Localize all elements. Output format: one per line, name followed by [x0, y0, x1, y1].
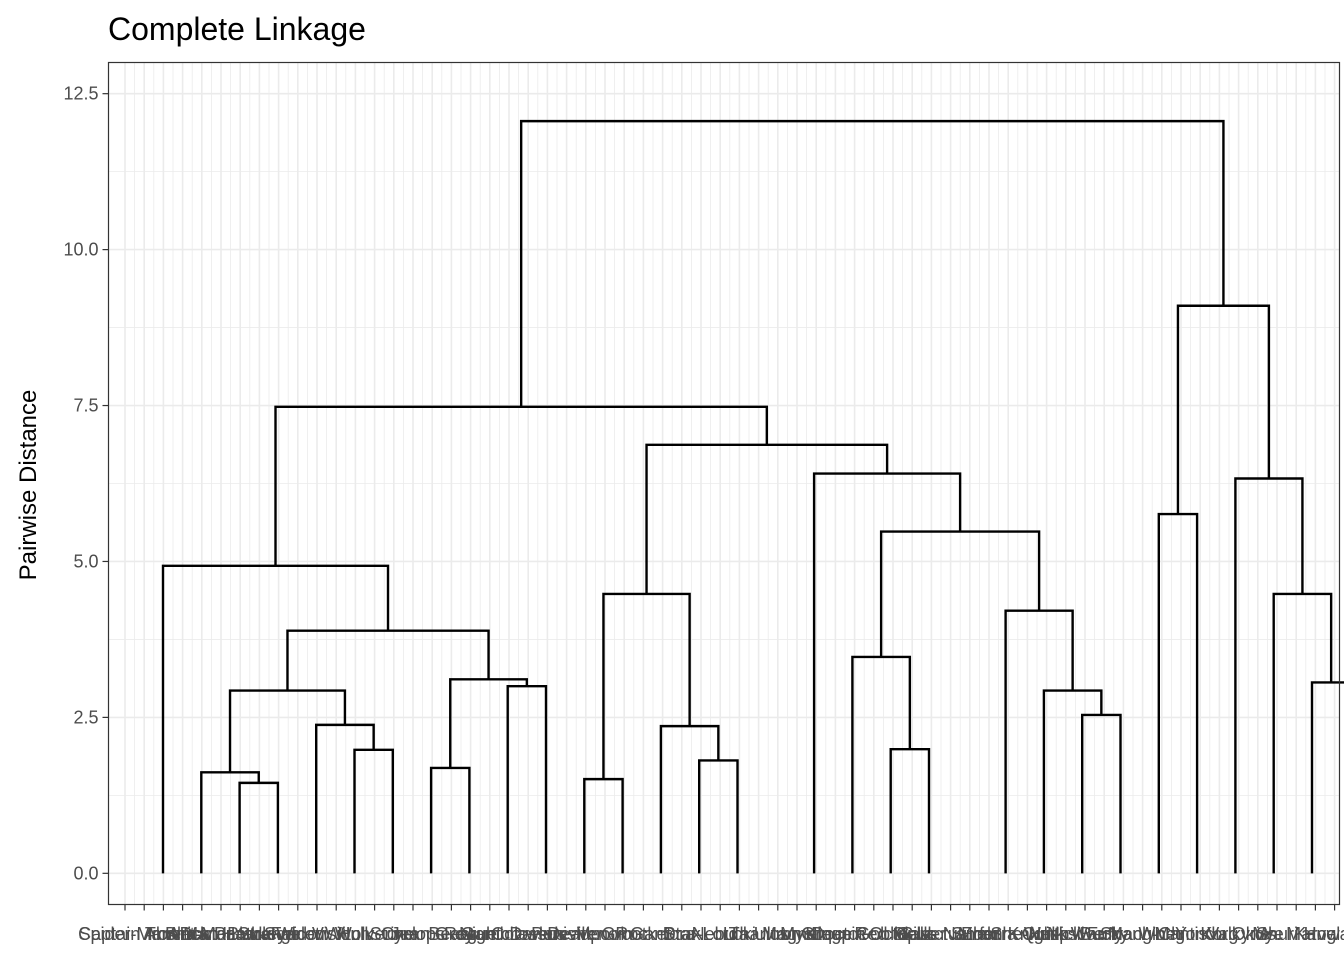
x-tick-label: Storm	[370, 924, 418, 944]
x-tick-label: Ant-Man	[168, 924, 236, 944]
x-tick-label: Deadpool	[547, 924, 624, 944]
x-tick-label: Bucky	[1080, 924, 1129, 944]
x-tick-label: Gambit	[461, 924, 519, 944]
dendrogram-branch	[200, 771, 260, 874]
x-tick-label: Vision	[312, 924, 361, 944]
y-tick-label: 12.5	[63, 84, 98, 104]
dendrogram-branch	[238, 781, 280, 874]
x-tick-label: Nebula	[692, 924, 750, 944]
x-tick-label: Captain America	[78, 924, 211, 944]
dendrogram-branch	[1004, 609, 1074, 874]
x-tick-label: Silver Surfer	[901, 924, 1000, 944]
x-tick-label: Mantis	[1154, 924, 1207, 944]
x-tick-label: Iron Man	[147, 924, 218, 944]
x-tick-label: Groot	[602, 924, 647, 944]
dendrogram-branch	[1042, 689, 1103, 874]
x-tick-label: Scarlet Witch	[264, 924, 370, 944]
dendrogram-branch	[583, 777, 624, 874]
dendrogram-branch	[161, 564, 390, 874]
x-tick-label: Black Panther	[165, 924, 277, 944]
x-tick-label: Namor	[943, 924, 997, 944]
dendrogram-branch	[519, 119, 1225, 407]
x-tick-label: Ms. Marvel	[1252, 924, 1340, 944]
dendrogram-branch	[602, 592, 691, 780]
panel-border	[107, 61, 1341, 906]
x-tick-label: Hulk	[337, 924, 374, 944]
x-tick-label: Rocket	[615, 924, 671, 944]
dendrogram-branch	[228, 689, 347, 773]
x-tick-label: Daredevil	[509, 924, 585, 944]
x-tick-label: Rogue	[444, 924, 497, 944]
chart-title: Complete Linkage	[108, 11, 366, 47]
x-tick-label: Okoye	[1232, 924, 1284, 944]
x-tick-label: War Machine	[1071, 924, 1176, 944]
x-tick-label: Wasp	[1024, 924, 1069, 944]
dendrogram-branch	[812, 472, 962, 874]
x-tick-label: Kingpin	[805, 924, 865, 944]
x-tick-label: Nick Fury	[1047, 924, 1123, 944]
x-tick-label: Mystique	[780, 924, 852, 944]
x-tick-label: Doctor Strange	[180, 924, 301, 944]
x-tick-label: Korg	[1200, 924, 1238, 944]
x-tick-label: Shuri	[1256, 924, 1298, 944]
dendrogram-branch	[429, 766, 471, 874]
x-tick-label: Loki	[723, 924, 756, 944]
x-tick-label: Red Skull	[854, 924, 931, 944]
x-tick-label: Magneto	[762, 924, 832, 944]
x-tick-label: Punisher	[531, 924, 602, 944]
x-tick-label: Black Widow	[227, 924, 331, 944]
dendrogram-branch	[889, 747, 931, 874]
x-tick-label: Thor	[145, 924, 182, 944]
dendrogram-branch	[851, 655, 912, 874]
x-tick-label: Drax	[663, 924, 701, 944]
x-tick-label: Hawkeye	[222, 924, 296, 944]
y-tick-label: 2.5	[73, 707, 98, 727]
y-axis-title: Pairwise Distance	[15, 390, 42, 581]
y-axis-ticks: 0.0 2.5 5.0 7.5 10.0 12.5	[63, 84, 109, 883]
x-tick-label: Beast	[428, 924, 474, 944]
x-tick-label: Colossus	[491, 924, 565, 944]
x-tick-label: Jean Grey	[391, 924, 474, 944]
x-tick-label: Ultron	[754, 924, 802, 944]
x-tick-label: Venom	[577, 924, 633, 944]
x-tick-label: Hela	[894, 924, 932, 944]
x-tick-label: Star-Lord	[663, 924, 738, 944]
x-tick-label: Green Goblin	[801, 924, 908, 944]
x-tick-label: Valkyrie	[1207, 924, 1270, 944]
y-tick-label: 0.0	[73, 863, 98, 883]
dendrogram-branch	[659, 724, 720, 874]
x-tick-label: Quicksilver	[1022, 924, 1110, 944]
x-tick-label: Doctor Octopus	[811, 924, 936, 944]
dendrogram-branch	[506, 685, 548, 874]
x-tick-label: Galactus	[896, 924, 967, 944]
x-tick-label: Gamora	[630, 924, 696, 944]
dendrogram-branch	[449, 678, 529, 768]
x-tick-label: Kang	[1294, 924, 1336, 944]
x-tick-label: Shang-Chi	[1100, 924, 1185, 944]
x-tick-label: Yondu	[1175, 924, 1225, 944]
y-tick-label: 10.0	[63, 240, 98, 260]
x-tick-label: Howard	[1304, 924, 1344, 944]
x-tick-label: Elektra	[961, 924, 1018, 944]
x-tick-label: Cyclops	[381, 924, 445, 944]
x-tick-label: Nightcrawler	[459, 924, 559, 944]
x-tick-label: Wolverine	[335, 924, 415, 944]
x-tick-label: Spider-Man	[78, 924, 171, 944]
y-tick-label: 5.0	[73, 551, 98, 571]
y-tick-label: 7.5	[73, 396, 98, 416]
dendrogram-branches	[161, 119, 1344, 874]
x-tick-label: Thanos	[729, 924, 789, 944]
x-tick-label: She-Hulk	[990, 924, 1065, 944]
x-tick-label: Wong	[1138, 924, 1185, 944]
x-tick-label: Moon Knight	[958, 924, 1059, 944]
x-tick-label: Falcon	[271, 924, 325, 944]
dendrogram-branch	[1272, 592, 1333, 874]
